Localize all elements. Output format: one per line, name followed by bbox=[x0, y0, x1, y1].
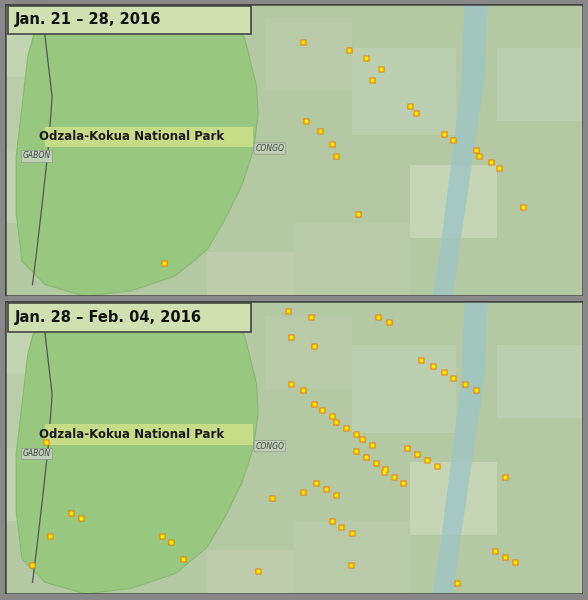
Bar bbox=[5, 77, 62, 150]
Text: GABON: GABON bbox=[22, 449, 51, 458]
Bar bbox=[207, 550, 294, 594]
Bar bbox=[92, 301, 161, 354]
Polygon shape bbox=[433, 301, 488, 594]
Bar bbox=[5, 301, 92, 374]
Bar bbox=[5, 448, 51, 521]
Bar bbox=[92, 4, 161, 56]
Bar bbox=[265, 316, 352, 389]
Bar bbox=[294, 223, 410, 296]
FancyBboxPatch shape bbox=[45, 127, 253, 147]
Bar bbox=[410, 462, 496, 535]
Text: GABON: GABON bbox=[22, 151, 51, 160]
Bar bbox=[294, 521, 410, 594]
Bar bbox=[5, 4, 92, 77]
Text: Jan. 21 – 28, 2016: Jan. 21 – 28, 2016 bbox=[15, 13, 162, 28]
Bar bbox=[496, 47, 583, 121]
FancyBboxPatch shape bbox=[8, 303, 250, 332]
Text: Odzala-Kokua National Park: Odzala-Kokua National Park bbox=[39, 428, 225, 441]
Text: CONGO: CONGO bbox=[255, 442, 284, 451]
Bar bbox=[5, 150, 51, 223]
Text: CONGO: CONGO bbox=[255, 144, 284, 153]
Polygon shape bbox=[16, 301, 258, 594]
Bar bbox=[352, 47, 456, 136]
Text: Odzala-Kokua National Park: Odzala-Kokua National Park bbox=[39, 130, 225, 143]
FancyBboxPatch shape bbox=[8, 5, 250, 34]
Bar bbox=[496, 345, 583, 418]
Polygon shape bbox=[16, 4, 258, 296]
FancyBboxPatch shape bbox=[45, 424, 253, 445]
Polygon shape bbox=[433, 4, 488, 296]
Bar bbox=[207, 253, 294, 296]
Bar bbox=[410, 164, 496, 238]
Bar bbox=[265, 18, 352, 91]
Bar bbox=[352, 345, 456, 433]
Bar bbox=[5, 374, 62, 448]
Text: Jan. 28 – Feb. 04, 2016: Jan. 28 – Feb. 04, 2016 bbox=[15, 310, 202, 325]
